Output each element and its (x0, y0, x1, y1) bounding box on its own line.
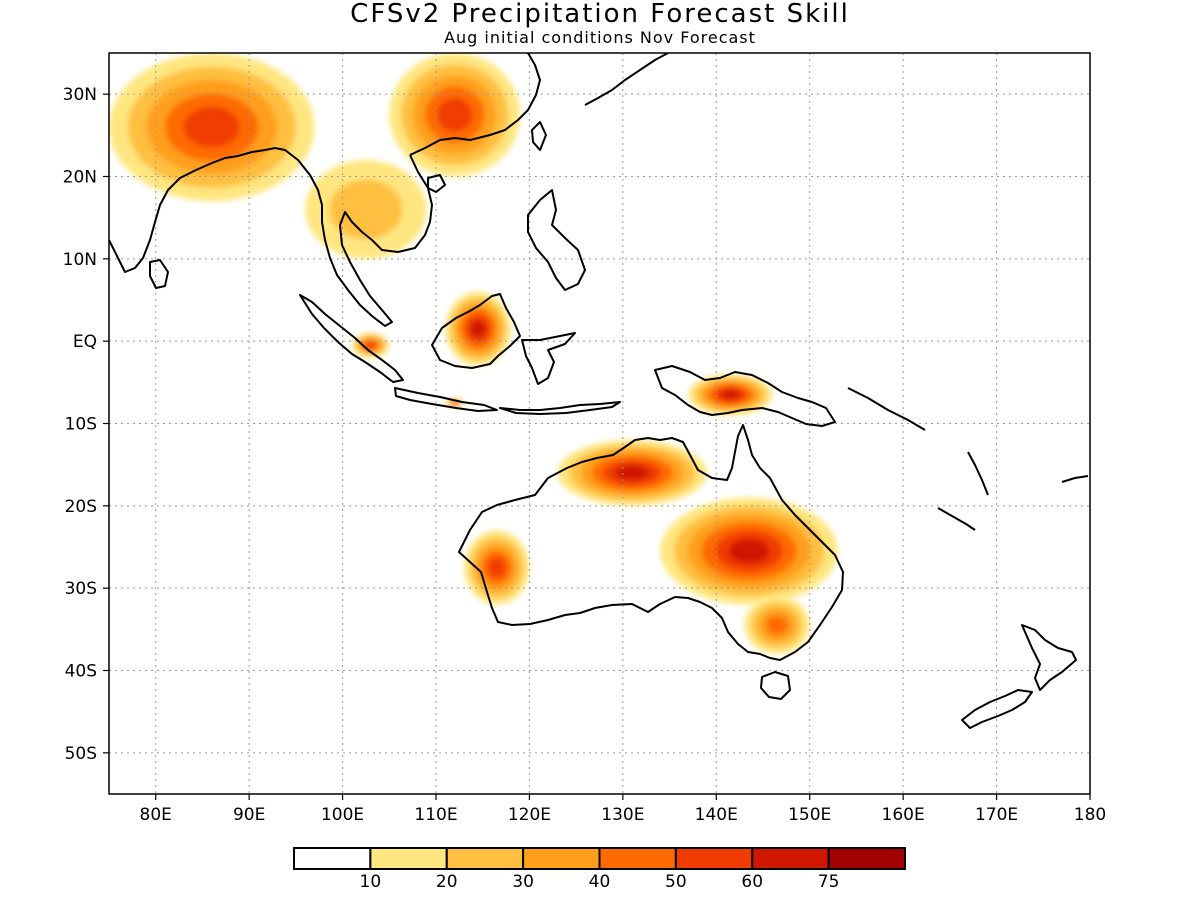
x-tick-label: 90E (233, 805, 265, 825)
colorbar-swatch (751, 847, 830, 870)
coast-tasmania (760, 671, 791, 700)
coast-new-guinea (654, 365, 836, 427)
skill-contour (436, 97, 473, 132)
coast-china (409, 53, 541, 156)
y-tick-label: 50S (65, 744, 97, 764)
x-tick-label: 140E (695, 805, 738, 825)
chart-subtitle: Aug initial conditions Nov Forecast (444, 28, 756, 47)
skill-region (688, 374, 773, 416)
colorbar: 10 20 30 40 50 60 75 (293, 847, 906, 892)
colorbar-swatch (827, 847, 906, 870)
colorbar-label: 30 (512, 872, 534, 892)
skill-contour (365, 341, 376, 349)
skill-region (109, 53, 315, 202)
colorbar-label: 10 (360, 872, 382, 892)
coastlines (109, 53, 1089, 729)
skill-region (660, 497, 838, 605)
coast-new-caledonia (937, 507, 976, 531)
coast-india (109, 149, 266, 273)
colorbar-swatch (369, 847, 448, 870)
x-tick-label: 130E (601, 805, 644, 825)
y-tick-label: 20S (65, 497, 97, 517)
coast-hainan (427, 174, 446, 193)
skill-region (744, 596, 810, 655)
coast-vanuatu (967, 451, 989, 496)
coast-java (394, 387, 498, 412)
y-tick-label: 40S (65, 662, 97, 682)
coast-philippines (527, 189, 586, 291)
coast-nz-south (961, 689, 1033, 729)
coast-australia (458, 424, 844, 661)
x-tick-label: 150E (788, 805, 831, 825)
skill-contour (183, 106, 240, 148)
skill-region (351, 332, 390, 358)
y-tick-label: 30N (63, 85, 97, 105)
skill-contour (470, 320, 486, 338)
colorbar-swatch (445, 847, 525, 870)
colorbar-swatch (522, 847, 601, 870)
skill-shading (109, 53, 838, 655)
y-tick-label: 10N (63, 250, 97, 270)
skill-region (305, 160, 427, 259)
skill-region (389, 53, 521, 177)
skill-contour (329, 179, 403, 240)
coast-japan (584, 53, 669, 106)
x-tick-label: 80E (140, 805, 172, 825)
y-tick-label: 30S (65, 579, 97, 599)
coast-sri-lanka (149, 259, 169, 289)
coast-fiji (1061, 475, 1089, 483)
x-axis-ticks: 80E 90E 100E 110E 120E 130E 140E 150E 160E 170E 18… (140, 794, 1106, 825)
colorbar-swatch (598, 847, 677, 870)
colorbar-label: 75 (818, 872, 840, 892)
y-tick-label: 20N (63, 168, 97, 188)
coast-borneo (431, 293, 521, 369)
skill-contour (614, 465, 650, 481)
skill-contour (487, 557, 506, 578)
colorbar-label: 40 (589, 872, 611, 892)
x-tick-label: 160E (882, 805, 925, 825)
x-tick-label: 100E (321, 805, 364, 825)
coast-sumatra (299, 294, 404, 383)
x-tick-label: 170E (975, 805, 1018, 825)
colorbar-label: 20 (436, 872, 458, 892)
coast-solomon (847, 387, 926, 431)
coast-nz-north (1021, 624, 1077, 691)
colorbar-swatch (674, 847, 754, 870)
skill-contour (728, 538, 770, 564)
chart-title: CFSv2 Precipitation Forecast Skill (350, 0, 850, 29)
skill-contour (766, 615, 788, 635)
y-tick-label: EQ (73, 332, 97, 352)
colorbar-label: 60 (741, 872, 763, 892)
x-tick-label: 110E (414, 805, 457, 825)
coast-sulawesi (521, 332, 576, 385)
coast-malay-indochina (264, 147, 433, 327)
skill-contour (452, 401, 457, 404)
coast-lesser-sunda (499, 401, 621, 415)
gridlines (109, 53, 1090, 794)
skill-region (464, 530, 530, 605)
y-axis-ticks: 30N 20N 10N EQ 10S 20S 30S 40S 50S (63, 85, 109, 764)
x-tick-label: 180 (1074, 805, 1106, 825)
skill-region (557, 439, 707, 506)
colorbar-swatch (293, 847, 372, 870)
coast-taiwan (531, 121, 547, 151)
colorbar-label: 50 (665, 872, 687, 892)
x-tick-label: 120E (508, 805, 551, 825)
y-tick-label: 10S (65, 415, 97, 435)
skill-contour (720, 389, 741, 400)
